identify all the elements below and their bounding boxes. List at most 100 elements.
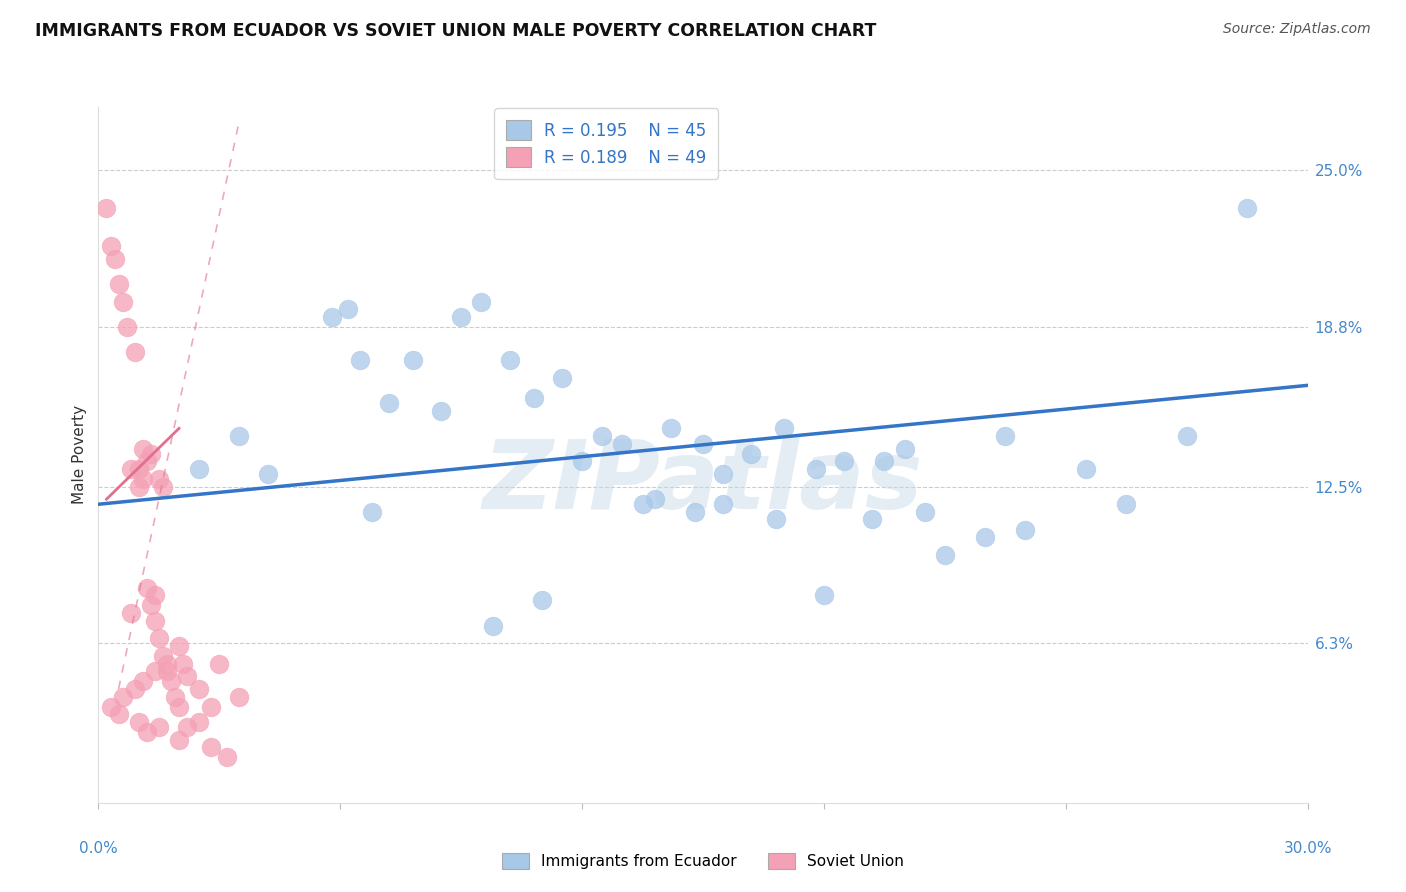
Point bbox=[804, 462, 827, 476]
Point bbox=[217, 750, 239, 764]
Point bbox=[156, 665, 179, 679]
Point bbox=[128, 479, 150, 493]
Point bbox=[994, 429, 1017, 443]
Point bbox=[377, 396, 399, 410]
Point bbox=[148, 632, 170, 646]
Point bbox=[148, 472, 170, 486]
Point bbox=[107, 707, 129, 722]
Point bbox=[103, 252, 125, 266]
Point bbox=[321, 310, 343, 324]
Point bbox=[349, 353, 371, 368]
Point bbox=[772, 421, 794, 435]
Point bbox=[860, 512, 883, 526]
Point bbox=[148, 720, 170, 734]
Point bbox=[115, 320, 138, 334]
Point bbox=[631, 497, 654, 511]
Point bbox=[111, 690, 134, 704]
Point bbox=[188, 462, 211, 476]
Point bbox=[200, 699, 222, 714]
Point bbox=[612, 436, 634, 450]
Point bbox=[124, 681, 146, 696]
Point bbox=[132, 442, 155, 456]
Point bbox=[740, 447, 762, 461]
Text: 30.0%: 30.0% bbox=[1284, 841, 1331, 856]
Point bbox=[120, 462, 142, 476]
Point bbox=[644, 492, 666, 507]
Point bbox=[530, 593, 553, 607]
Point bbox=[711, 467, 734, 481]
Point bbox=[128, 714, 150, 729]
Point bbox=[361, 505, 384, 519]
Point bbox=[228, 690, 250, 704]
Point bbox=[1175, 429, 1198, 443]
Point bbox=[450, 310, 472, 324]
Point bbox=[402, 353, 425, 368]
Point bbox=[914, 505, 936, 519]
Legend: Immigrants from Ecuador, Soviet Union: Immigrants from Ecuador, Soviet Union bbox=[496, 847, 910, 875]
Point bbox=[156, 657, 179, 671]
Point bbox=[135, 725, 157, 739]
Point bbox=[111, 294, 134, 309]
Point bbox=[100, 699, 122, 714]
Y-axis label: Male Poverty: Male Poverty bbox=[72, 405, 87, 505]
Point bbox=[167, 699, 190, 714]
Point bbox=[139, 599, 162, 613]
Point bbox=[692, 436, 714, 450]
Point bbox=[482, 618, 505, 632]
Point bbox=[152, 479, 174, 493]
Point bbox=[167, 732, 190, 747]
Point bbox=[974, 530, 997, 544]
Point bbox=[430, 403, 453, 417]
Text: ZIPatlas: ZIPatlas bbox=[482, 436, 924, 529]
Point bbox=[832, 454, 855, 468]
Point bbox=[934, 548, 956, 562]
Point bbox=[124, 345, 146, 359]
Point bbox=[228, 429, 250, 443]
Point bbox=[200, 740, 222, 755]
Point bbox=[176, 720, 198, 734]
Point bbox=[172, 657, 194, 671]
Point bbox=[160, 674, 183, 689]
Point bbox=[167, 639, 190, 653]
Point bbox=[470, 294, 492, 309]
Point bbox=[132, 472, 155, 486]
Point bbox=[100, 239, 122, 253]
Legend: R = 0.195    N = 45, R = 0.189    N = 49: R = 0.195 N = 45, R = 0.189 N = 49 bbox=[495, 109, 718, 179]
Point bbox=[96, 201, 118, 215]
Text: Source: ZipAtlas.com: Source: ZipAtlas.com bbox=[1223, 22, 1371, 37]
Point bbox=[208, 657, 231, 671]
Point bbox=[152, 648, 174, 663]
Point bbox=[571, 454, 593, 468]
Point bbox=[765, 512, 787, 526]
Point bbox=[135, 581, 157, 595]
Point bbox=[143, 588, 166, 602]
Text: 0.0%: 0.0% bbox=[79, 841, 118, 856]
Point bbox=[143, 665, 166, 679]
Point bbox=[711, 497, 734, 511]
Point bbox=[551, 370, 574, 384]
Point bbox=[143, 614, 166, 628]
Point bbox=[498, 353, 520, 368]
Point bbox=[256, 467, 278, 481]
Point bbox=[188, 714, 211, 729]
Point bbox=[139, 447, 162, 461]
Point bbox=[163, 690, 186, 704]
Point bbox=[659, 421, 682, 435]
Point bbox=[893, 442, 915, 456]
Point bbox=[813, 588, 835, 602]
Point bbox=[1236, 201, 1258, 215]
Point bbox=[591, 429, 613, 443]
Point bbox=[120, 606, 142, 620]
Point bbox=[683, 505, 706, 519]
Point bbox=[188, 681, 211, 696]
Point bbox=[873, 454, 896, 468]
Point bbox=[135, 454, 157, 468]
Point bbox=[1014, 523, 1036, 537]
Point bbox=[128, 462, 150, 476]
Point bbox=[132, 674, 155, 689]
Point bbox=[1115, 497, 1137, 511]
Point bbox=[107, 277, 129, 292]
Point bbox=[523, 391, 546, 405]
Point bbox=[337, 302, 360, 317]
Point bbox=[176, 669, 198, 683]
